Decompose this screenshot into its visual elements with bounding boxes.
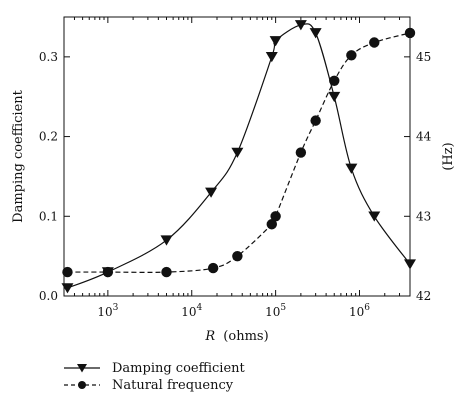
x-tick-exponent: 3 bbox=[113, 303, 119, 313]
y-right-tick-label: 44 bbox=[416, 130, 432, 144]
damping-point bbox=[294, 20, 307, 31]
x-axis-variable: R bbox=[204, 329, 215, 344]
x-tick-exponent: 6 bbox=[364, 303, 370, 313]
x-tick-exponent: 4 bbox=[197, 303, 203, 313]
x-tick-exponent: 5 bbox=[280, 303, 286, 313]
y-left-tick-label: 0.1 bbox=[39, 209, 58, 223]
x-tick-label: 104 bbox=[181, 303, 202, 319]
frequency-point bbox=[161, 266, 172, 278]
frequency-point bbox=[310, 115, 321, 126]
y-left-axis-label: Damping coefficient bbox=[11, 89, 26, 223]
frequency-point bbox=[295, 147, 307, 158]
y-right-tick-label: 43 bbox=[416, 209, 431, 223]
damping-point bbox=[269, 36, 282, 47]
frequency-point bbox=[270, 211, 281, 222]
legend-damping-label: Damping coefficient bbox=[112, 361, 246, 376]
x-axis-ticks: 103 104 105 106 bbox=[63, 17, 411, 319]
x-tick-base: 10 bbox=[181, 305, 196, 319]
frequency-point bbox=[266, 219, 277, 230]
series-layer bbox=[61, 20, 416, 294]
y-right-tick-label: 45 bbox=[416, 50, 431, 64]
y-right-axis-ticks: 42 43 44 45 bbox=[404, 50, 432, 303]
damping-point bbox=[205, 187, 218, 198]
x-tick-base: 10 bbox=[265, 305, 280, 319]
y-left-tick-label: 0.0 bbox=[39, 289, 58, 303]
frequency-point bbox=[329, 75, 340, 86]
x-tick-label: 106 bbox=[349, 303, 370, 319]
y-left-tick-label: 0.2 bbox=[39, 130, 58, 144]
legend-item-damping: Damping coefficient bbox=[64, 361, 246, 376]
plot-frame bbox=[63, 16, 411, 297]
damping-point bbox=[368, 211, 381, 222]
legend-damping-marker bbox=[77, 364, 87, 373]
damping-curve bbox=[67, 23, 411, 289]
y-left-axis-ticks: 0.0 0.1 0.2 0.3 bbox=[39, 50, 70, 303]
damping-point bbox=[345, 163, 358, 174]
frequency-point bbox=[62, 266, 73, 278]
damping-point bbox=[309, 28, 322, 39]
y-right-axis-label: (Hz) bbox=[441, 142, 456, 170]
x-tick-label: 105 bbox=[265, 303, 286, 319]
series-natural-frequency bbox=[62, 27, 416, 278]
x-tick-label: 103 bbox=[97, 303, 118, 319]
damping-point bbox=[265, 52, 278, 63]
damping-point bbox=[231, 147, 244, 158]
x-tick-base: 10 bbox=[97, 305, 112, 319]
y-left-tick-label: 0.3 bbox=[39, 50, 58, 64]
x-axis-label: R (ohms) bbox=[204, 329, 268, 344]
frequency-point bbox=[207, 262, 219, 274]
damping-point bbox=[328, 91, 341, 103]
damping-point bbox=[160, 235, 173, 246]
series-damping-coefficient bbox=[61, 20, 416, 294]
legend-item-frequency: Natural frequency bbox=[64, 378, 234, 393]
frequency-point bbox=[346, 50, 357, 61]
x-tick-base: 10 bbox=[349, 305, 364, 319]
frequency-point bbox=[102, 266, 114, 278]
y-right-tick-label: 42 bbox=[416, 289, 431, 303]
legend-frequency-label: Natural frequency bbox=[112, 378, 234, 393]
legend: Damping coefficient Natural frequency bbox=[64, 361, 246, 393]
x-axis-unit: (ohms) bbox=[223, 329, 268, 344]
frequency-point bbox=[232, 250, 243, 262]
damping-point bbox=[61, 283, 74, 294]
frequency-point bbox=[369, 37, 380, 48]
legend-frequency-marker bbox=[78, 381, 86, 389]
